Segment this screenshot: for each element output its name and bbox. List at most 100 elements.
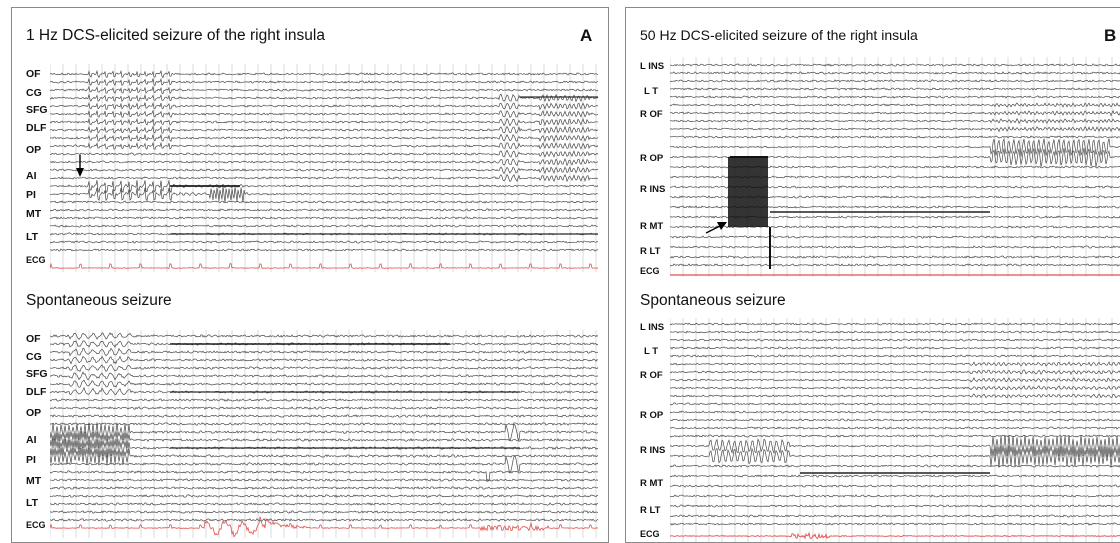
- eeg-channel-trace: [670, 354, 1120, 358]
- eeg-channel-trace: [670, 361, 1120, 367]
- eeg-channel-trace: [50, 77, 598, 87]
- panel-a-spont-title: Spontaneous seizure: [26, 292, 172, 309]
- eeg-channel-trace: [670, 514, 1120, 518]
- eeg-channel-trace: [50, 510, 598, 514]
- eeg-channel-trace: [670, 434, 1120, 438]
- eeg-channel-trace: [50, 93, 598, 103]
- eeg-channel-trace: [50, 386, 598, 396]
- eeg-channel-trace: [670, 338, 1120, 342]
- time-grid: [670, 318, 1113, 542]
- eeg-channel-trace: [50, 186, 598, 203]
- channel-label-r-of: R OF: [640, 370, 663, 381]
- stimulation-arrow-icon: [76, 168, 84, 177]
- eeg-channel-trace: [50, 125, 598, 134]
- channel-label-cg: CG: [26, 87, 42, 99]
- eeg-channel-trace: [670, 393, 1120, 399]
- eeg-channel-trace: [670, 135, 1120, 139]
- eeg-channel-trace: [670, 474, 1120, 478]
- eeg-channel-trace: [670, 385, 1120, 391]
- channel-label-ai: AI: [26, 170, 37, 182]
- eeg-channel-trace: [670, 494, 1120, 498]
- channel-label-op: OP: [26, 407, 42, 419]
- eeg-channel-trace: [50, 216, 598, 220]
- channel-label-r-op: R OP: [640, 153, 664, 164]
- eeg-channel-trace: [670, 225, 1120, 229]
- eeg-channel-trace: [50, 173, 598, 183]
- time-grid: [50, 64, 597, 272]
- ecg-trace: [50, 262, 598, 269]
- eeg-channel-trace: [50, 398, 598, 402]
- eeg-channel-trace: [50, 157, 598, 167]
- channel-label-mt: MT: [26, 475, 42, 487]
- eeg-channel-trace: [670, 137, 1120, 157]
- channel-label-dlf: DLF: [26, 122, 47, 134]
- eeg-channel-trace: [50, 371, 598, 381]
- eeg-channel-trace: [50, 364, 598, 372]
- channel-label-l-t: L T: [644, 346, 659, 357]
- eeg-channel-trace: [50, 69, 598, 79]
- eeg-channel-trace: [670, 369, 1120, 375]
- panel-b-letter: B: [1104, 26, 1117, 45]
- channel-label-ecg: ECG: [640, 266, 660, 276]
- eeg-trace-a-spontaneous: [50, 330, 598, 538]
- eeg-channel-trace: [670, 71, 1120, 75]
- channel-label-lt: LT: [26, 231, 39, 243]
- eeg-channel-trace: [670, 426, 1120, 430]
- eeg-channel-trace: [670, 434, 1120, 458]
- channel-label-l-t: L T: [644, 86, 659, 97]
- eeg-channel-trace: [670, 330, 1120, 334]
- channel-label-mt: MT: [26, 208, 42, 220]
- panel-a-letter: A: [580, 26, 593, 45]
- eeg-channel-trace: [50, 109, 598, 118]
- eeg-channel-trace: [50, 149, 598, 158]
- channel-label-lt: LT: [26, 497, 39, 509]
- channel-label-l-ins: L INS: [640, 322, 665, 333]
- channel-label-r-lt: R LT: [640, 505, 661, 516]
- eeg-channel-trace: [50, 406, 598, 410]
- eeg-channel-trace: [50, 502, 598, 506]
- eeg-channel-trace: [50, 355, 598, 365]
- eeg-channel-trace: [670, 126, 1120, 133]
- eeg-channel-trace: [50, 240, 598, 244]
- channel-label-cg: CG: [26, 351, 42, 363]
- channel-label-ecg: ECG: [640, 529, 660, 539]
- panel-a-stim-title: 1 Hz DCS-elicited seizure of the right i…: [26, 27, 325, 44]
- ecg-trace: [670, 531, 1120, 540]
- channel-label-r-lt: R LT: [640, 246, 661, 257]
- panel-a: 1 Hz DCS-elicited seizure of the right i…: [11, 7, 609, 543]
- panel-b-stim-title: 50 Hz DCS-elicited seizure of the right …: [640, 27, 918, 43]
- eeg-channel-trace: [50, 414, 598, 418]
- channel-label-r-ins: R INS: [640, 445, 666, 456]
- channel-label-r-of: R OF: [640, 109, 663, 120]
- stimulation-arrow-icon: [717, 222, 727, 230]
- eeg-channel-trace: [670, 245, 1120, 249]
- eeg-channel-trace: [50, 332, 598, 340]
- channel-label-dlf: DLF: [26, 386, 47, 398]
- eeg-channel-trace: [670, 87, 1120, 91]
- eeg-channel-trace: [670, 109, 1120, 117]
- eeg-channel-trace: [50, 518, 598, 522]
- ecg-trace: [50, 516, 598, 538]
- eeg-channel-trace: [670, 95, 1120, 99]
- channel-label-r-op: R OP: [640, 410, 664, 421]
- channel-label-r-ins: R INS: [640, 184, 666, 195]
- channel-label-l-ins: L INS: [640, 61, 665, 72]
- panel-b: 50 Hz DCS-elicited seizure of the right …: [625, 7, 1120, 543]
- eeg-channel-trace: [50, 447, 598, 465]
- eeg-trace-a-stimulated: [50, 64, 598, 272]
- eeg-channel-trace: [670, 79, 1120, 83]
- eeg-channel-trace: [50, 431, 598, 450]
- eeg-channel-trace: [670, 235, 1120, 239]
- eeg-channel-trace: [670, 263, 1120, 267]
- channel-label-pi: PI: [26, 189, 36, 201]
- eeg-channel-trace: [50, 422, 598, 426]
- channel-label-ecg: ECG: [26, 520, 46, 530]
- eeg-channel-trace: [670, 402, 1120, 406]
- eeg-channel-trace: [50, 494, 598, 498]
- channel-label-r-mt: R MT: [640, 221, 664, 232]
- eeg-channel-trace: [670, 445, 1120, 468]
- eeg-channel-trace: [50, 455, 598, 474]
- eeg-channel-trace: [50, 133, 598, 143]
- eeg-trace-b-stimulated: [670, 57, 1120, 277]
- channel-label-sfg: SFG: [26, 368, 48, 380]
